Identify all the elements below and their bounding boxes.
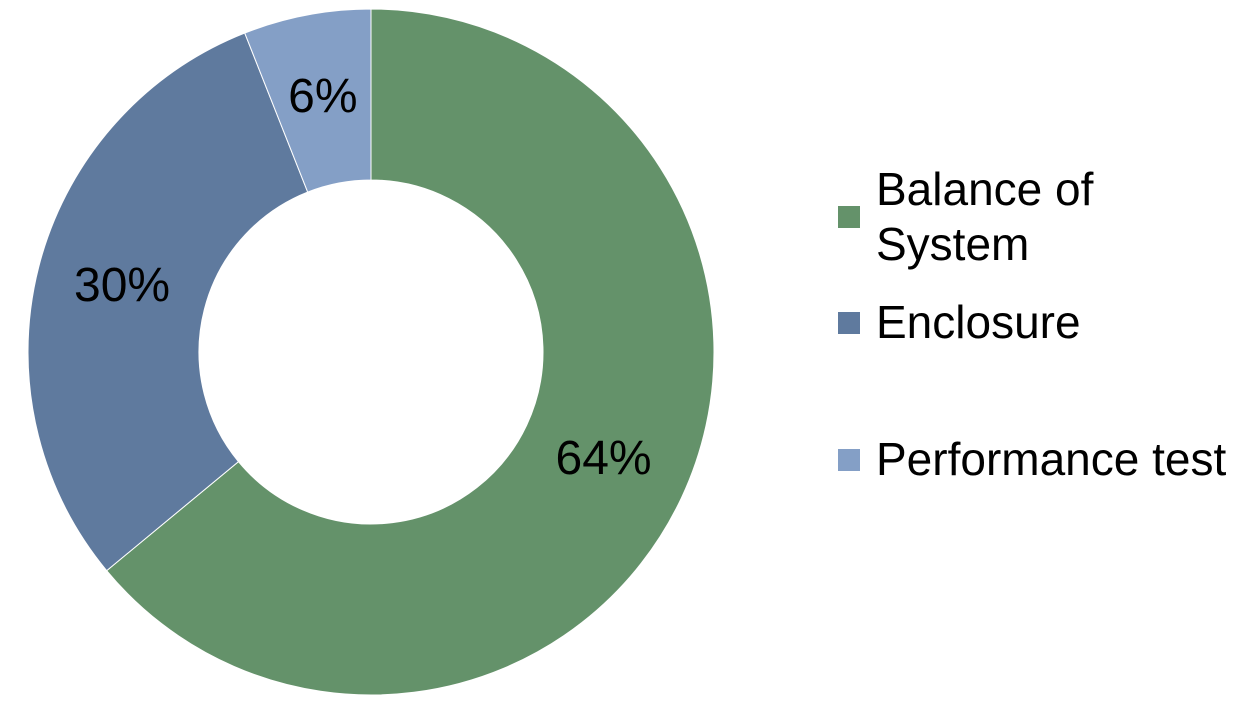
legend-label: Balance of System bbox=[876, 163, 1094, 270]
legend-item: Balance of System bbox=[838, 162, 1238, 272]
legend-item: Enclosure bbox=[838, 295, 1238, 350]
data-label: 6% bbox=[288, 70, 357, 123]
legend-label: Enclosure bbox=[876, 296, 1081, 348]
legend-item: Performance test bbox=[838, 432, 1238, 487]
legend-swatch bbox=[838, 448, 860, 471]
donut-segment bbox=[106, 8, 715, 696]
legend-swatch bbox=[838, 311, 860, 334]
data-label: 30% bbox=[74, 259, 170, 312]
donut-segment bbox=[244, 8, 372, 193]
legend-label: Performance test bbox=[876, 433, 1227, 485]
legend-swatch bbox=[838, 206, 860, 228]
donut-segment bbox=[27, 32, 309, 572]
data-label: 64% bbox=[556, 432, 652, 485]
